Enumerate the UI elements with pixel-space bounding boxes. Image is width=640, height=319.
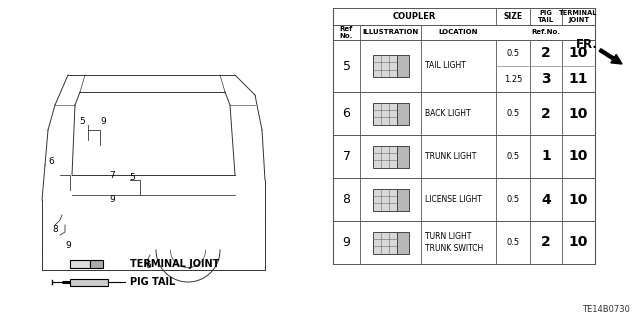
Text: PIG
TAIL: PIG TAIL xyxy=(538,10,554,23)
Text: COUPLER: COUPLER xyxy=(393,12,436,21)
Text: 0.5: 0.5 xyxy=(506,238,520,247)
Text: 10: 10 xyxy=(569,150,588,164)
Text: 0.5: 0.5 xyxy=(506,152,520,161)
Text: 5: 5 xyxy=(79,117,85,127)
Text: 2: 2 xyxy=(541,235,551,249)
Text: 6: 6 xyxy=(48,158,54,167)
Bar xyxy=(372,102,397,124)
Bar xyxy=(70,278,108,286)
Text: 6: 6 xyxy=(342,107,351,120)
Text: 9: 9 xyxy=(109,196,115,204)
Text: 2: 2 xyxy=(541,107,551,121)
Text: SIZE: SIZE xyxy=(504,12,523,21)
Bar xyxy=(70,260,90,268)
Text: 7: 7 xyxy=(109,170,115,180)
Text: 0.5: 0.5 xyxy=(506,109,520,118)
Text: 11: 11 xyxy=(569,72,588,86)
Text: 9: 9 xyxy=(100,117,106,127)
Text: LICENSE LIGHT: LICENSE LIGHT xyxy=(425,195,482,204)
Text: TE14B0730: TE14B0730 xyxy=(582,305,630,314)
Text: 6: 6 xyxy=(145,261,151,270)
Text: 10: 10 xyxy=(569,107,588,121)
Bar xyxy=(397,189,408,211)
Text: Ref.No.: Ref.No. xyxy=(531,29,560,35)
Text: 9: 9 xyxy=(65,241,71,249)
Text: 10: 10 xyxy=(569,192,588,206)
Text: TAIL LIGHT: TAIL LIGHT xyxy=(425,62,466,70)
Bar xyxy=(90,260,103,268)
Text: TERMINAL
JOINT: TERMINAL JOINT xyxy=(559,10,598,23)
Text: 2: 2 xyxy=(541,46,551,60)
Text: 10: 10 xyxy=(569,235,588,249)
FancyArrow shape xyxy=(599,49,622,64)
Bar xyxy=(372,232,397,254)
Text: Ref
No.: Ref No. xyxy=(340,26,353,39)
Text: 8: 8 xyxy=(342,193,351,206)
Text: BACK LIGHT: BACK LIGHT xyxy=(425,109,470,118)
Text: PIG TAIL: PIG TAIL xyxy=(130,277,175,287)
Text: LOCATION: LOCATION xyxy=(439,29,478,35)
Text: 1: 1 xyxy=(541,150,551,164)
Bar xyxy=(372,189,397,211)
Text: 4: 4 xyxy=(541,192,551,206)
Text: 0.5: 0.5 xyxy=(506,48,520,57)
Bar xyxy=(397,145,408,167)
Text: 5: 5 xyxy=(129,174,135,182)
Bar xyxy=(397,232,408,254)
Text: 9: 9 xyxy=(342,236,351,249)
Text: 3: 3 xyxy=(541,72,551,86)
Text: ILLUSTRATION: ILLUSTRATION xyxy=(362,29,419,35)
Text: 1.25: 1.25 xyxy=(504,75,522,84)
Text: FR.: FR. xyxy=(576,39,598,51)
Text: TERMINAL JOINT: TERMINAL JOINT xyxy=(130,259,220,269)
Text: TURN LIGHT
TRUNK SWITCH: TURN LIGHT TRUNK SWITCH xyxy=(425,233,483,253)
Text: 8: 8 xyxy=(52,226,58,234)
Bar xyxy=(372,145,397,167)
Bar xyxy=(397,102,408,124)
Text: 10: 10 xyxy=(569,46,588,60)
Text: TRUNK LIGHT: TRUNK LIGHT xyxy=(425,152,476,161)
Text: 0.5: 0.5 xyxy=(506,195,520,204)
Text: 5: 5 xyxy=(342,60,351,72)
Bar xyxy=(397,55,408,77)
Bar xyxy=(372,55,397,77)
Text: 7: 7 xyxy=(342,150,351,163)
